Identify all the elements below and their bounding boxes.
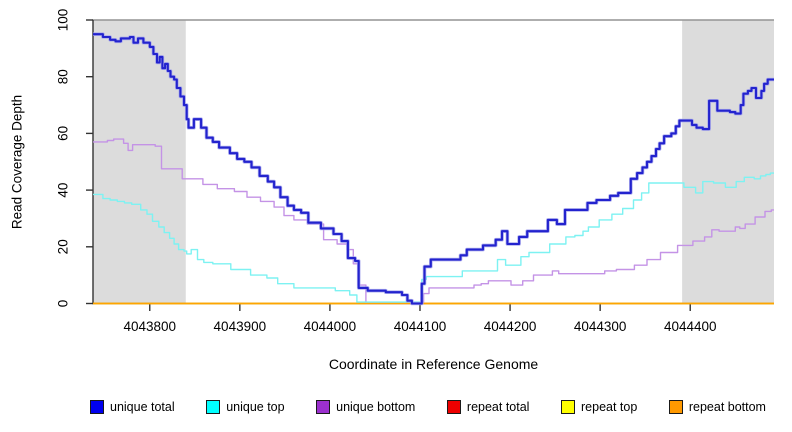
repeat-top-swatch-icon — [561, 400, 575, 414]
x-tick-label: 4043900 — [214, 319, 267, 334]
x-axis-title: Coordinate in Reference Genome — [328, 356, 539, 372]
shaded-region — [93, 20, 186, 304]
repeat-bottom-swatch-icon — [668, 400, 683, 414]
x-tick-label: 4044300 — [574, 319, 627, 334]
shaded-region — [682, 20, 774, 304]
series-line-unique_top — [93, 172, 774, 303]
y-tick-label: 100 — [56, 9, 71, 32]
legend-label: repeat bottom — [688, 400, 766, 414]
legend-item-repeat-bottom: repeat bottom — [668, 400, 766, 414]
x-tick-label: 4043800 — [123, 319, 176, 334]
x-tick-label: 4044200 — [484, 319, 537, 334]
x-tick-label: 4044000 — [304, 319, 357, 334]
repeat-total-swatch-icon — [446, 400, 461, 414]
y-tick-label: 0 — [56, 300, 71, 308]
legend-label: unique bottom — [336, 400, 416, 414]
unique-bottom-swatch-icon — [316, 400, 331, 414]
unique-top-swatch-icon — [206, 400, 221, 414]
y-tick-label: 20 — [56, 239, 71, 254]
legend-label: unique top — [226, 400, 285, 414]
legend-item-repeat-top: repeat top — [561, 400, 637, 414]
y-tick-label: 40 — [56, 183, 71, 198]
unique-total-swatch-icon — [90, 400, 104, 414]
series-line-unique_total — [93, 33, 774, 305]
y-tick-label: 80 — [56, 69, 71, 84]
legend-item-unique-total: unique total — [90, 400, 175, 414]
legend-label: repeat total — [466, 400, 530, 414]
legend-item-unique-bottom: unique bottom — [316, 400, 415, 414]
legend-item-repeat-total: repeat total — [446, 400, 530, 414]
y-axis-title: Read Coverage Depth — [9, 94, 25, 230]
x-tick-label: 4044100 — [394, 319, 447, 334]
legend: unique total unique top unique bottom re… — [90, 398, 766, 416]
series-halo-unique_total — [93, 32, 774, 306]
series-line-unique_bottom — [93, 138, 774, 305]
legend-item-unique-top: unique top — [206, 400, 285, 414]
legend-label: unique total — [110, 400, 175, 414]
x-tick-label: 4044400 — [664, 319, 717, 334]
legend-label: repeat top — [581, 400, 638, 414]
y-tick-label: 60 — [56, 126, 71, 141]
